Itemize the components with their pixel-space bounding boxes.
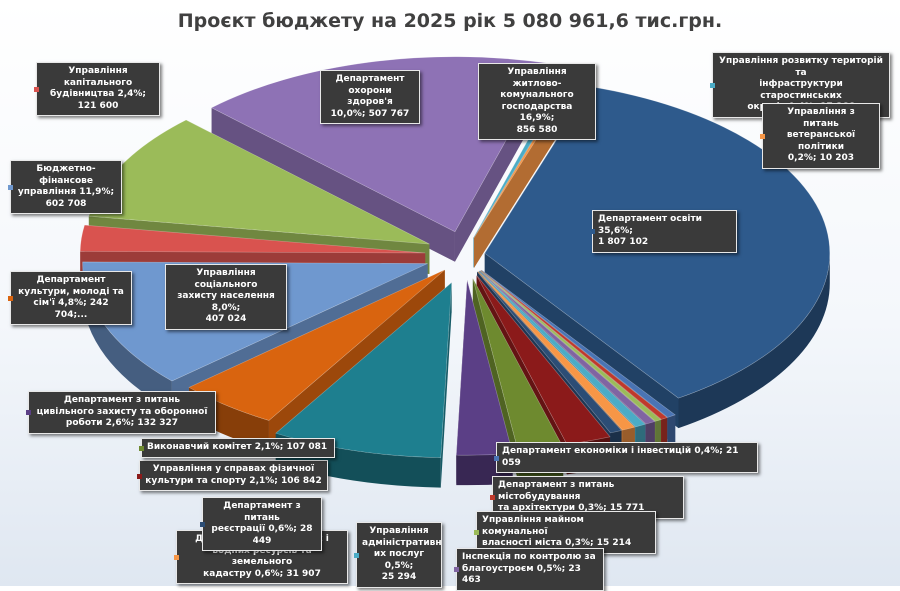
data-label-19: Управління з питань ветеранської політик… xyxy=(760,103,880,169)
pie-slice-7 xyxy=(477,270,636,431)
data-label-8: Департамент з питань реєстрації 0,6%; 28… xyxy=(200,497,322,552)
data-label-11: Департамент з питань цивільного захисту … xyxy=(26,391,216,434)
data-label-text: Департамент освіти 35,6%; 1 807 102 xyxy=(598,214,702,248)
legend-marker xyxy=(354,552,359,558)
legend-marker xyxy=(26,410,31,416)
data-label-9: Управління у справах фізичної культури т… xyxy=(137,460,328,492)
pie-slice-8 xyxy=(476,271,623,434)
chart-title: Проєкт бюджету на 2025 рік 5 080 961,6 т… xyxy=(177,10,723,32)
legend-marker xyxy=(137,473,142,479)
legend-marker xyxy=(8,296,13,302)
data-label-6: Управління адміністративн их послуг 0,5%… xyxy=(354,522,442,588)
data-label-4: Управління майном комунальної власності … xyxy=(474,511,656,554)
pie-slice-13 xyxy=(188,269,445,421)
pie-slice-17 xyxy=(210,56,550,233)
data-label-text: Управління у справах фізичної культури т… xyxy=(145,464,322,486)
pie-slice-5 xyxy=(479,270,656,425)
data-label-15: Управління капітального будівництва 2,4%… xyxy=(34,62,160,117)
pie-slice-2 xyxy=(481,269,676,418)
data-label-1: Департамент освіти 35,6%; 1 807 102 xyxy=(590,210,737,253)
data-label-text: Управління соціального захисту населення… xyxy=(177,268,275,325)
pie-slice-rim xyxy=(661,417,668,450)
legend-marker xyxy=(8,185,13,191)
pie-slice-3 xyxy=(480,270,668,420)
legend-marker xyxy=(760,133,765,139)
pie-slice-4 xyxy=(480,270,662,422)
data-label-text: Управління майном комунальної власності … xyxy=(482,515,632,549)
data-label-text: Інспекція по контролю за благоустроєм 0,… xyxy=(462,552,596,586)
data-label-2: Департамент економіки і інвестицій 0,4%;… xyxy=(494,442,758,474)
pie-slice-rim xyxy=(678,253,830,429)
data-label-5: Інспекція по контролю за благоустроєм 0,… xyxy=(454,548,604,591)
legend-marker xyxy=(139,445,144,451)
data-label-text: Департамент з питань цивільного захисту … xyxy=(36,395,208,429)
pie-slice-12 xyxy=(275,281,452,458)
pie-slice-6 xyxy=(478,270,646,428)
pie-slice-rim xyxy=(667,414,676,448)
data-label-text: Управління з питань ветеранської політик… xyxy=(786,107,856,164)
data-label-text: Бюджетно- фінансове управління 11,9%; 60… xyxy=(17,164,115,209)
legend-marker xyxy=(590,229,595,235)
data-label-text: Управління житлово- комунального господа… xyxy=(500,67,574,135)
data-label-16: Департамент охорони здоров'я 10,0%; 507 … xyxy=(320,70,420,125)
legend-marker xyxy=(710,82,715,88)
data-label-text: Департамент з питань реєстрації 0,6%; 28… xyxy=(211,501,313,546)
data-label-text: Департамент з питань містобудування та а… xyxy=(498,480,645,514)
legend-marker xyxy=(200,522,205,528)
legend-marker xyxy=(454,567,459,573)
data-label-14: Бюджетно- фінансове управління 11,9%; 60… xyxy=(8,160,122,215)
legend-marker xyxy=(174,555,179,561)
data-label-13: Департамент культури, молоді та сім'ї 4,… xyxy=(8,271,132,326)
legend-marker xyxy=(494,455,499,461)
data-label-text: Департамент культури, молоді та сім'ї 4,… xyxy=(18,275,124,320)
pie-slice-rim xyxy=(82,263,172,412)
data-label-text: Департамент охорони здоров'я 10,0%; 507 … xyxy=(330,74,410,119)
legend-marker xyxy=(474,530,479,536)
data-label-12: Управління соціального захисту населення… xyxy=(165,264,287,330)
data-label-text: Управління адміністративн их послуг 0,5%… xyxy=(362,526,442,583)
legend-marker xyxy=(490,495,495,501)
data-label-10: Виконавчий комітет 2,1%; 107 081 xyxy=(139,438,335,458)
data-label-text: Департамент економіки і інвестицій 0,4%;… xyxy=(502,446,739,468)
pie-slice-wall xyxy=(211,107,455,262)
pie-slice-wall xyxy=(440,282,452,488)
data-label-17: Управління житлово- комунального господа… xyxy=(478,63,596,141)
data-label-text: Управління капітального будівництва 2,4%… xyxy=(49,66,147,111)
pie-slice-15 xyxy=(79,224,426,254)
pie-slice-wall xyxy=(472,278,519,482)
data-label-text: Виконавчий комітет 2,1%; 107 081 xyxy=(147,442,328,452)
legend-marker xyxy=(34,87,39,93)
